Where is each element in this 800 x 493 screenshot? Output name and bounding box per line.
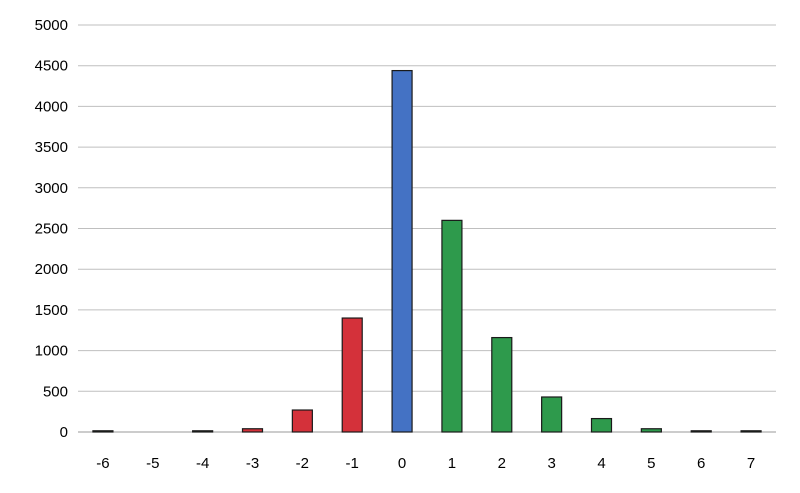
bar bbox=[740, 430, 762, 433]
bar bbox=[590, 417, 613, 433]
bar bbox=[690, 430, 712, 433]
bar bbox=[291, 409, 313, 433]
x-tick-label: 2 bbox=[498, 455, 506, 472]
x-tick-label: -5 bbox=[146, 455, 159, 472]
x-tick-label: 7 bbox=[747, 455, 755, 472]
bar bbox=[192, 430, 214, 433]
x-tick-label: -2 bbox=[296, 455, 309, 472]
bar bbox=[391, 69, 413, 433]
x-tick-label: 4 bbox=[597, 455, 605, 472]
x-tick-label: 6 bbox=[697, 455, 705, 472]
y-tick-label: 1500 bbox=[35, 302, 68, 319]
y-tick-label: 3500 bbox=[35, 139, 68, 156]
x-tick-label: -1 bbox=[346, 455, 359, 472]
y-tick-label: 3000 bbox=[35, 180, 68, 197]
bar bbox=[491, 336, 513, 433]
bar bbox=[92, 430, 114, 433]
y-tick-label: 4500 bbox=[35, 58, 68, 75]
y-tick-label: 2500 bbox=[35, 221, 68, 238]
y-tick-label: 1000 bbox=[35, 343, 68, 360]
bar bbox=[441, 219, 463, 433]
x-tick-label: 1 bbox=[448, 455, 456, 472]
x-tick-label: 5 bbox=[647, 455, 655, 472]
bar bbox=[341, 317, 363, 433]
x-tick-label: -3 bbox=[246, 455, 259, 472]
x-tick-label: 0 bbox=[398, 455, 406, 472]
y-tick-label: 4000 bbox=[35, 98, 68, 115]
y-tick-label: 2000 bbox=[35, 261, 68, 278]
x-tick-label: 3 bbox=[547, 455, 555, 472]
y-tick-label: 500 bbox=[43, 383, 68, 400]
bar bbox=[640, 428, 662, 433]
bar bbox=[541, 396, 563, 433]
y-tick-label: 5000 bbox=[35, 17, 68, 34]
y-tick-label: 0 bbox=[60, 424, 68, 441]
x-tick-label: -6 bbox=[96, 455, 109, 472]
bar bbox=[241, 428, 264, 433]
x-tick-label: -4 bbox=[196, 455, 209, 472]
